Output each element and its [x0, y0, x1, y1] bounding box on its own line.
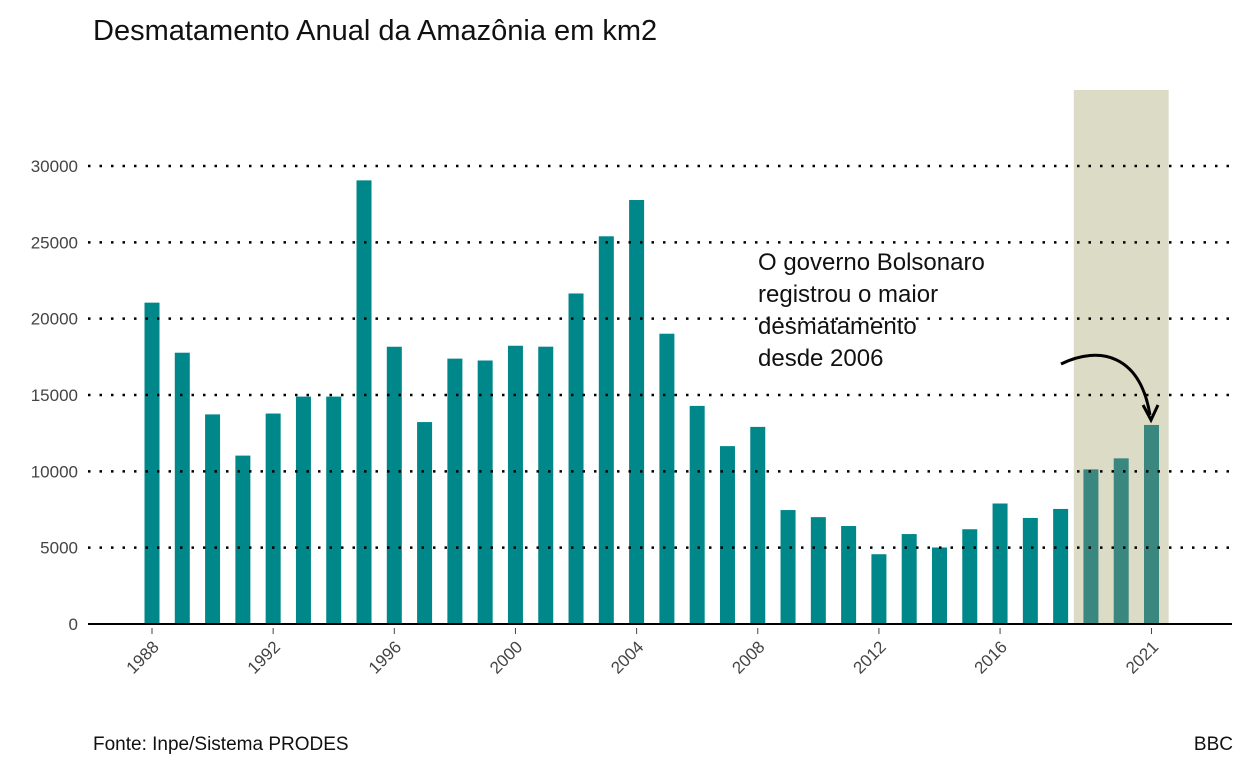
bar-1988 [144, 302, 160, 624]
x-tick-label: 1996 [365, 637, 405, 677]
bar-2001 [538, 346, 554, 624]
bar-1992 [265, 413, 281, 624]
x-tick-label: 2016 [971, 637, 1011, 677]
bar-2011 [841, 526, 857, 624]
y-tick-label: 0 [69, 615, 78, 634]
bar-2018 [1053, 508, 1069, 624]
y-tick-label: 25000 [31, 233, 78, 252]
x-tick-label: 2021 [1122, 637, 1162, 677]
y-tick-label: 20000 [31, 310, 78, 329]
x-tick-label: 2004 [607, 637, 647, 677]
bar-1991 [235, 455, 251, 624]
x-tick-label: 1992 [244, 637, 284, 677]
bar-2015 [962, 529, 978, 624]
bar-1999 [477, 360, 493, 624]
bar-2004 [629, 200, 645, 624]
annotation-text: O governo Bolsonaro registrou o maior de… [758, 249, 991, 372]
bar-2020 [1113, 458, 1129, 624]
chart-title: Desmatamento Anual da Amazônia em km2 [93, 15, 657, 47]
credit: BBC [1194, 734, 1233, 755]
bar-1989 [174, 352, 190, 624]
bar-2010 [810, 517, 826, 624]
arrow-head-icon [1141, 404, 1160, 424]
bar-1995 [356, 180, 372, 624]
bar-2017 [1022, 517, 1038, 624]
annotation-line: desde 2006 [758, 345, 883, 372]
bar-2000 [507, 345, 523, 624]
annotation-line: O governo Bolsonaro [758, 249, 985, 276]
y-tick-label: 10000 [31, 462, 78, 481]
bar-2016 [992, 503, 1008, 624]
annotation-line: desmatamento [758, 313, 917, 340]
y-tick-label: 5000 [40, 539, 78, 558]
bar-2006 [689, 405, 705, 624]
annotation-line: registrou o maior [758, 281, 938, 308]
y-tick-label: 30000 [31, 157, 78, 176]
y-tick-label: 15000 [31, 386, 78, 405]
x-tick-label: 2012 [850, 637, 890, 677]
bar-1998 [447, 358, 463, 624]
bar-1994 [326, 396, 342, 624]
bar-2005 [659, 333, 675, 624]
x-tick-label: 2000 [486, 637, 526, 677]
annotation-arrow [1060, 353, 1152, 416]
bar-2003 [598, 236, 614, 625]
bar-2002 [568, 293, 584, 624]
bar-1997 [417, 422, 433, 624]
bar-2008 [750, 426, 766, 624]
bar-2021 [1144, 424, 1159, 624]
source-note: Fonte: Inpe/Sistema PRODES [93, 734, 349, 755]
bar-1993 [295, 396, 311, 624]
bar-1990 [205, 414, 221, 624]
bar-2009 [780, 510, 796, 624]
bar-1996 [386, 346, 402, 624]
bar-2007 [719, 446, 735, 624]
bar-2013 [901, 534, 917, 624]
bar-2012 [871, 554, 887, 624]
bar-2014 [931, 547, 947, 624]
x-tick-label: 2008 [728, 637, 768, 677]
x-tick-label: 1988 [123, 637, 163, 677]
